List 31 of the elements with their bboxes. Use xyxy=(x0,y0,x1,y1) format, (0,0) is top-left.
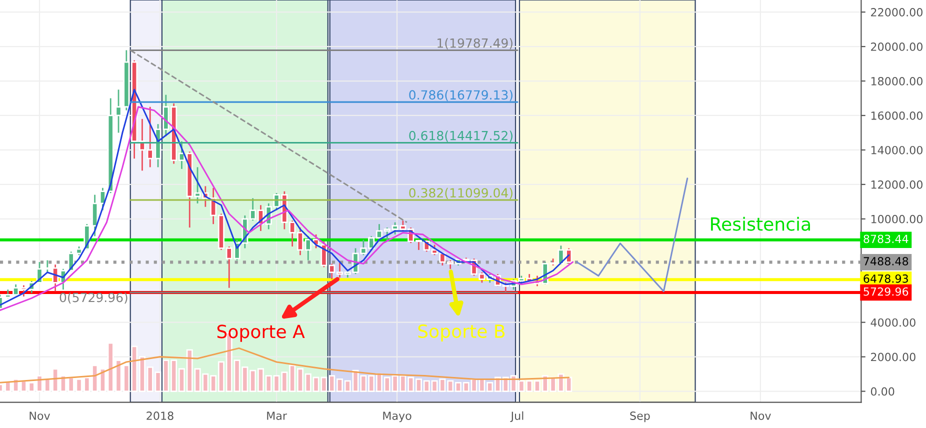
ref-line-label: 6478.93 xyxy=(864,274,908,283)
annotation: Soporte A xyxy=(217,324,305,342)
line-series xyxy=(0,347,570,384)
x-tick-label: Mar xyxy=(267,412,288,420)
y-tick-label: 2000.00 xyxy=(871,352,916,362)
x-tick-label: Nov xyxy=(30,412,50,420)
ref-line-label: 5729.96 xyxy=(864,287,908,296)
series-label: 0.618(14417.52) xyxy=(409,130,512,142)
y-tick-label: 12000.00 xyxy=(871,180,922,189)
x-tick-label: Nov xyxy=(750,412,771,420)
line-series xyxy=(576,178,688,292)
annotation: Soporte B xyxy=(418,324,505,342)
series-label: 0.382(11099.04) xyxy=(409,188,512,200)
y-tick-label: 20000.00 xyxy=(871,42,922,51)
series-label: 0.786(16779.13) xyxy=(409,90,512,102)
x-tick-label: Jul xyxy=(510,411,524,422)
series-label: 1(19787.49) xyxy=(438,38,512,50)
annotation: Resistencia xyxy=(711,216,810,231)
y-tick-label: 22000.00 xyxy=(871,8,922,16)
series-label: 0(5729.96) xyxy=(60,292,128,304)
ref-line-label: 7488.48 xyxy=(864,257,908,266)
y-tick-label: 4000.00 xyxy=(870,318,916,327)
y-tick-label: 10000.00 xyxy=(871,214,922,224)
y-tick-label: 18000.00 xyxy=(871,76,922,86)
x-tick-label: 2018 xyxy=(146,412,174,420)
x-tick-label: Mayo xyxy=(383,412,412,422)
ref-line-label: 8783.44 xyxy=(864,234,908,244)
y-tick-label: 14000.00 xyxy=(871,146,922,154)
x-tick-label: Sep xyxy=(630,412,650,422)
y-tick-label: 16000.00 xyxy=(871,111,922,120)
y-tick-label: 0.00 xyxy=(870,387,894,396)
